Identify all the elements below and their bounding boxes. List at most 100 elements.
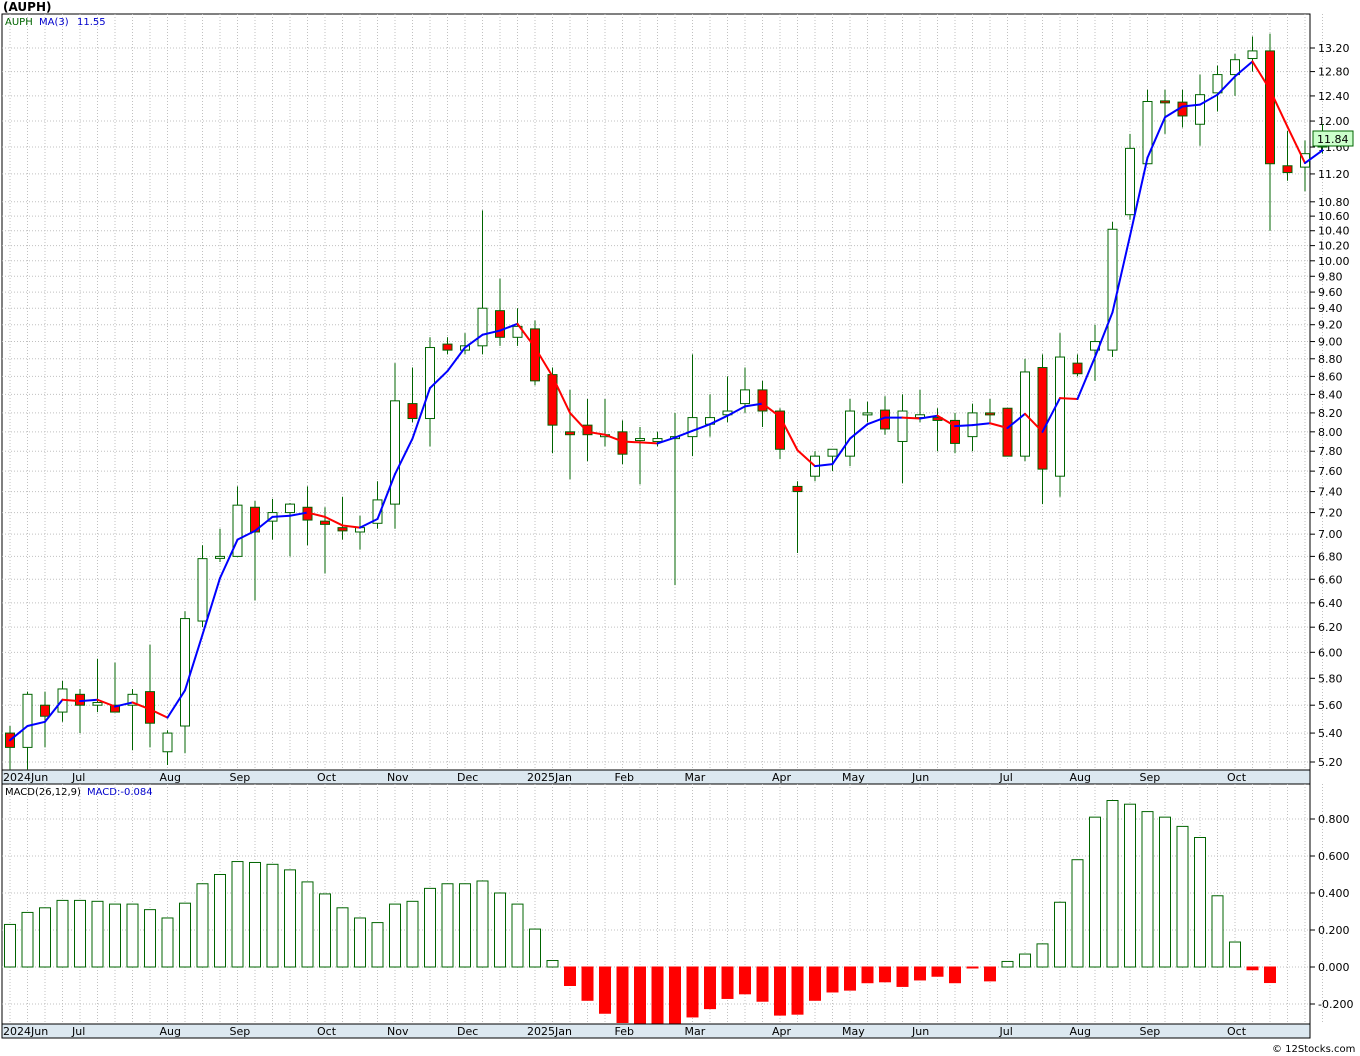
macd-bar	[336, 907, 349, 968]
macd-bar	[1071, 859, 1084, 968]
candle	[1212, 65, 1223, 112]
candle-body	[1247, 50, 1258, 60]
macd-x-tick-label: Aug	[1070, 1025, 1091, 1038]
candle-body	[512, 325, 523, 338]
candle-body	[477, 307, 488, 347]
candle	[1037, 354, 1048, 505]
price-y-tick-label: 7.80	[1318, 445, 1343, 458]
candle	[985, 399, 995, 423]
macd-y-tick-label: 0.400	[1318, 887, 1350, 900]
macd-y-tick-label: 0.000	[1318, 961, 1350, 974]
price-y-tick-label: 5.80	[1318, 672, 1343, 685]
macd-bar	[931, 966, 944, 977]
macd-bar	[826, 966, 839, 993]
macd-bar	[91, 900, 104, 968]
candle-body	[1195, 94, 1205, 125]
macd-x-tick-label: 2024Jun	[3, 1025, 48, 1038]
ma-segment	[359, 517, 379, 529]
candle-body	[652, 438, 663, 442]
price-x-tick-label: Sep	[1140, 771, 1161, 784]
candle-body	[1212, 74, 1223, 94]
macd-bar	[844, 966, 856, 991]
candle-body	[75, 693, 85, 706]
macd-x-tick-label: Oct	[1227, 1025, 1247, 1038]
ma-segment	[184, 633, 204, 692]
ma-segment	[551, 375, 571, 414]
candle	[162, 730, 173, 765]
candle	[442, 337, 453, 355]
candle-body	[337, 527, 348, 532]
macd-bar	[1246, 966, 1259, 971]
macd-bar	[511, 903, 524, 968]
candle-body	[40, 704, 50, 717]
ma-segment	[1199, 93, 1219, 106]
price-y-tick-label: 7.40	[1318, 486, 1343, 499]
price-y-tick-label: 10.00	[1318, 255, 1350, 268]
macd-x-tick-label: Oct	[317, 1025, 337, 1038]
ma-segment	[796, 449, 816, 468]
price-x-tick-label: 2025Jan	[527, 771, 572, 784]
price-x-axis: 2024Jun Jul Aug Sep Oct Nov Dec 2025Jan Feb Mar Ap…	[3, 771, 1247, 784]
ma-segment	[289, 511, 309, 517]
price-y-tick-label: 12.00	[1318, 115, 1350, 128]
price-y-tick-label: 7.20	[1318, 507, 1343, 520]
ma-segment	[254, 515, 274, 532]
candle-body	[390, 400, 400, 505]
macd-bar	[949, 966, 961, 984]
ma-segment	[656, 436, 676, 445]
ma-segment	[429, 370, 449, 390]
macd-x-tick-label: Sep	[1140, 1025, 1161, 1038]
ma-segment	[499, 322, 519, 332]
macd-bar	[1019, 953, 1031, 968]
macd-bar	[529, 928, 541, 968]
candle	[1002, 407, 1013, 457]
candle-body	[792, 485, 803, 493]
macd-bars	[4, 800, 1276, 1027]
price-y-tick-label: 9.80	[1318, 270, 1343, 283]
candle-body	[197, 558, 208, 622]
macd-bar	[39, 907, 51, 968]
candle	[1265, 33, 1275, 231]
candle-body	[950, 419, 960, 444]
ma-segment	[79, 698, 99, 703]
ma-segment	[1251, 60, 1271, 91]
macd-bar	[1159, 816, 1171, 968]
ma-segment	[709, 414, 729, 426]
macd-x-tick-label: Dec	[457, 1025, 478, 1038]
ma-segment	[1304, 149, 1324, 165]
ma-segment	[831, 437, 851, 466]
macd-bar	[266, 863, 279, 968]
ma-segment	[61, 698, 81, 703]
price-x-tick-label: Jul	[71, 771, 85, 784]
macd-bar	[616, 966, 629, 1023]
ma-segment	[376, 473, 396, 520]
ma-segment	[586, 430, 606, 436]
macd-bar	[21, 911, 34, 968]
ma-segment	[989, 422, 1009, 430]
candle	[1125, 133, 1135, 220]
candle	[22, 691, 33, 770]
macd-x-tick-label: Jun	[911, 1025, 929, 1038]
price-y-tick-label: 8.80	[1318, 353, 1343, 366]
ma-segment	[201, 577, 221, 636]
ma-segment	[744, 402, 764, 408]
price-y-tick-label: 10.20	[1318, 240, 1350, 253]
ma-segment	[971, 422, 991, 427]
candle-body	[1160, 100, 1170, 104]
macd-bar	[354, 917, 366, 968]
ma-segment	[1269, 88, 1289, 128]
price-y-tick-label: 10.80	[1318, 196, 1350, 209]
candle-body	[215, 555, 225, 559]
candle	[1247, 36, 1258, 72]
ma-segment	[516, 322, 536, 349]
price-y-tick-label: 10.40	[1318, 225, 1350, 238]
macd-bar	[406, 900, 419, 968]
price-y-tick-label: 9.40	[1318, 302, 1343, 315]
candle	[827, 448, 838, 472]
ma-segment	[1164, 105, 1184, 119]
price-x-tick-label: Aug	[1070, 771, 1091, 784]
macd-x-tick-label: Feb	[615, 1025, 634, 1038]
candle	[1282, 130, 1293, 181]
ma-segment	[1041, 397, 1061, 433]
macd-bar	[861, 966, 874, 984]
